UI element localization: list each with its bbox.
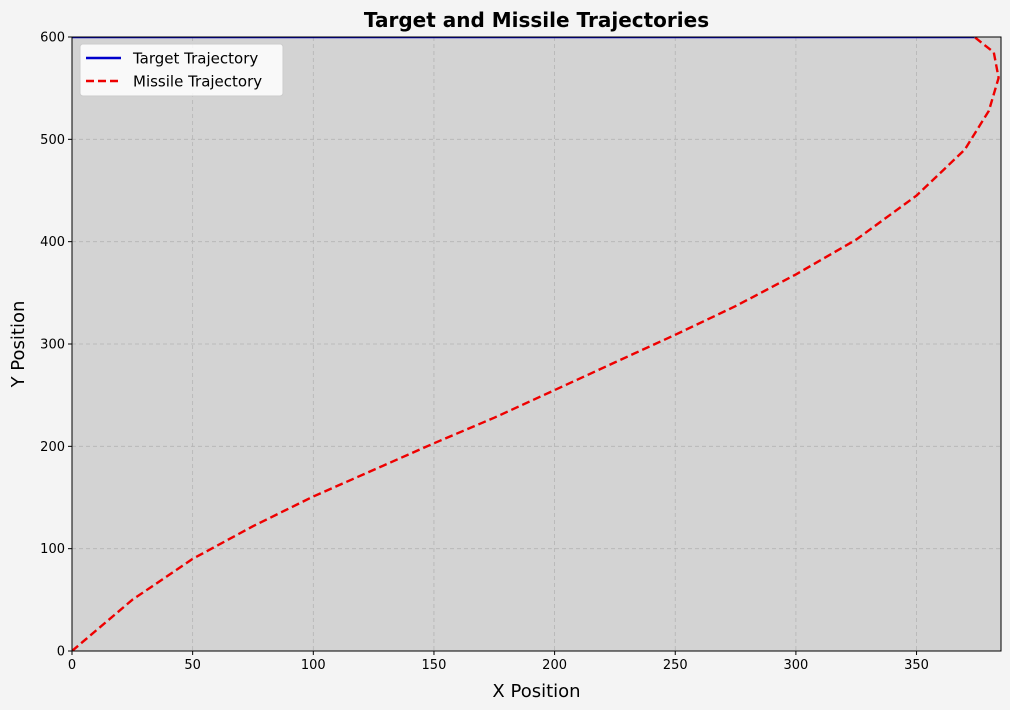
x-tick-label: 0	[68, 658, 76, 673]
x-tick-label: 150	[422, 658, 447, 673]
x-tick-label: 250	[663, 658, 688, 673]
y-tick-label: 300	[40, 338, 65, 353]
legend-label: Target Trajectory	[132, 50, 258, 68]
x-tick-label: 100	[301, 658, 326, 673]
y-tick-label: 100	[40, 542, 65, 557]
y-tick-label: 600	[40, 31, 65, 46]
y-tick-label: 0	[57, 645, 65, 660]
legend-box	[79, 43, 284, 97]
x-tick-label: 300	[783, 658, 808, 673]
axis-ticks: 0 50 100 150 200 250 300 350 0 100 200 300 400 500 600	[40, 31, 929, 674]
x-tick-label: 350	[904, 658, 929, 673]
x-tick-label: 200	[542, 658, 567, 673]
series-layer	[72, 37, 1000, 651]
legend-label: Missile Trajectory	[133, 73, 262, 91]
y-tick-label: 400	[40, 235, 65, 250]
chart-title: Target and Missile Trajectories	[364, 8, 709, 32]
y-tick-label: 500	[40, 133, 65, 148]
series-line-missile-trajectory	[72, 37, 1000, 651]
legend: Target Trajectory Missile Trajectory	[79, 43, 284, 97]
y-tick-label: 200	[40, 440, 65, 455]
x-tick-label: 50	[184, 658, 201, 673]
y-axis-label: Y Position	[8, 301, 29, 389]
x-axis-label: X Position	[492, 681, 580, 702]
